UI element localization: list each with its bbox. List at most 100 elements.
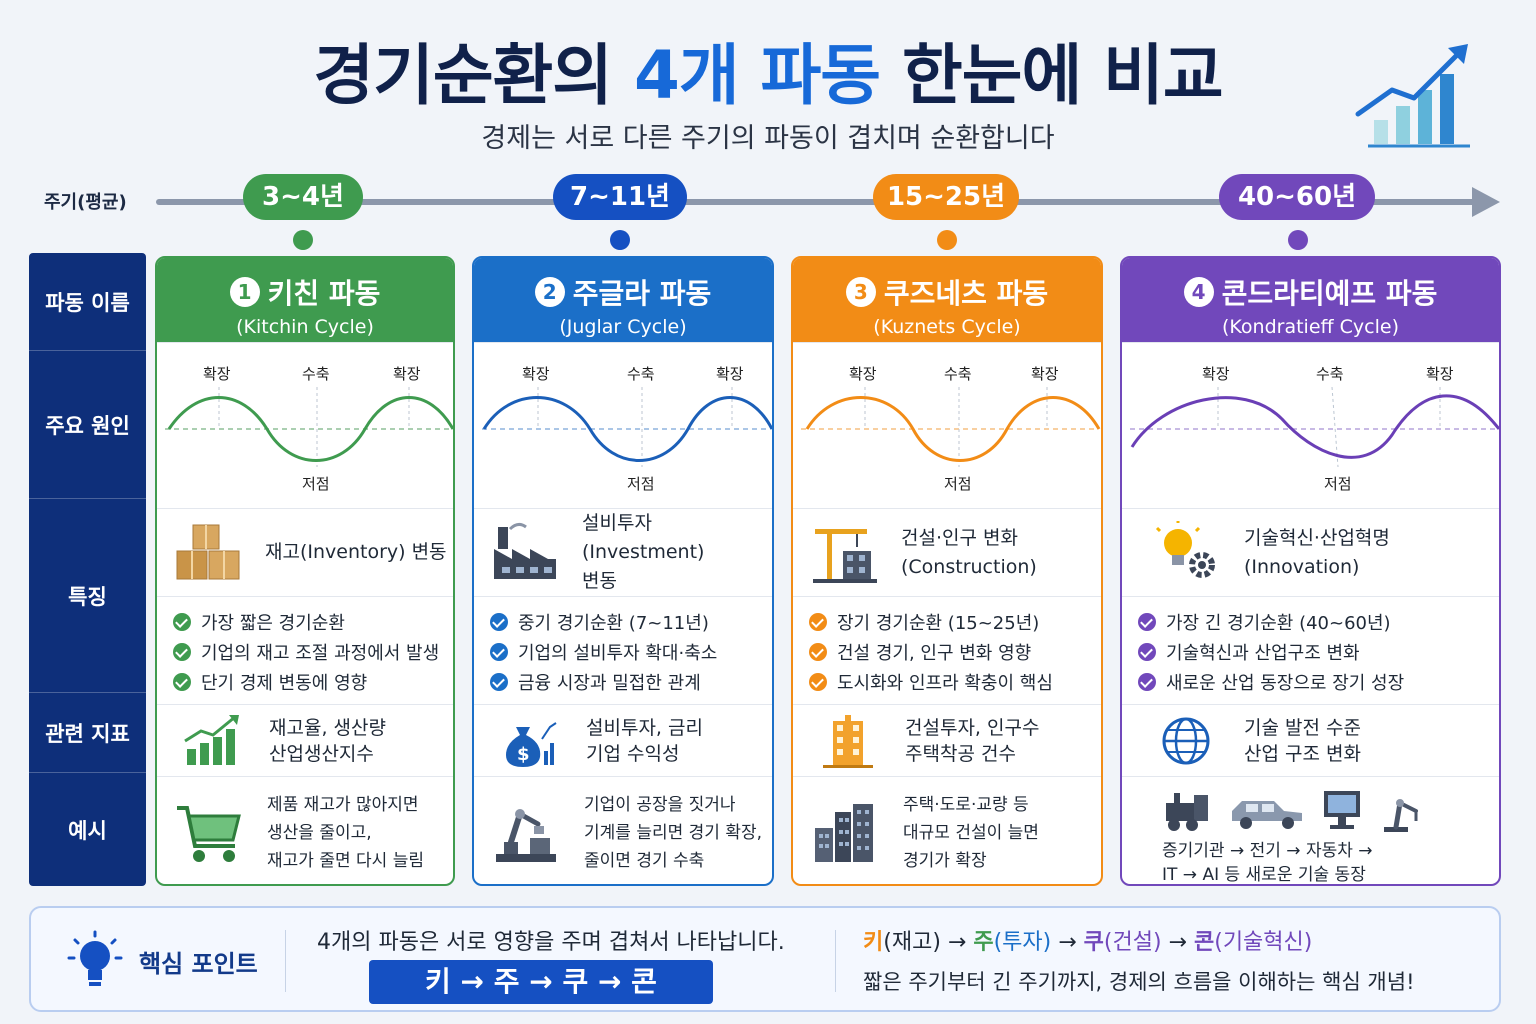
card-header: 1 키친 파동 (Kitchin Cycle)	[157, 258, 453, 342]
title-part: 한눈에 비교	[880, 37, 1224, 114]
page-title: 경기순환의 4개 파동 한눈에 비교	[0, 22, 1536, 118]
point-text: 새로운 산업 동장으로 장기 성장	[1166, 673, 1405, 694]
shopping-cart-icon	[177, 805, 241, 862]
title-part: 경기순환의	[313, 37, 634, 114]
check-icon	[1138, 613, 1156, 631]
wave-english-name: (Juglar Cycle)	[559, 316, 687, 338]
wave-english-name: (Kitchin Cycle)	[236, 316, 374, 338]
indicator-row: 기술 발전 수준 산업 구조 변화	[1122, 704, 1499, 776]
trough-label: 저점	[627, 475, 655, 493]
point-text: 가장 긴 경기순환 (40~60년)	[1166, 613, 1391, 634]
timeline-label: 주기(평균)	[44, 192, 127, 213]
list-item: 가장 긴 경기순환 (40~60년)	[1138, 607, 1499, 637]
card-juglar: 2 주글라 파동 (Juglar Cycle) 확장 수축 확장 저점 설비투자(…	[472, 256, 774, 886]
feature-text: 기술혁신·산업혁명	[1244, 526, 1390, 549]
legend-desc: (투자)	[993, 930, 1052, 955]
trough-label: 저점	[302, 475, 330, 493]
wave-diagram: 확장 수축 확장 저점	[1122, 342, 1499, 508]
period-pill-juglar: 7~11년	[553, 174, 687, 220]
number-badge: 1	[229, 277, 260, 307]
lightbulb-icon	[67, 930, 123, 986]
expansion-label: 확장	[1426, 365, 1454, 383]
contraction-label: 수축	[302, 365, 330, 383]
timeline-axis	[156, 199, 1476, 205]
check-icon	[809, 673, 827, 691]
legend-key: 주	[973, 930, 994, 955]
example-text: IT → AI 등 새로운 기술 동장	[1162, 865, 1366, 885]
arrow-icon: →	[1051, 930, 1084, 955]
boxes-icon	[176, 524, 240, 579]
feature-row: 기술혁신·산업혁명 (Innovation)	[1122, 508, 1499, 596]
card-header: 4 콘드라티예프 파동 (Kondratieff Cycle)	[1122, 258, 1499, 342]
key-points: 중기 경기순환 (7~11년) 기업의 설비투자 확대·축소 금융 시장과 밀접…	[474, 596, 772, 704]
indicator-text: 재고율, 생산량	[269, 716, 386, 739]
indicator-text: 산업 구조 변화	[1244, 742, 1361, 765]
example-text: 대규모 건설이 늘면	[903, 822, 1039, 843]
feature-text: 건설·인구 변화	[901, 526, 1018, 549]
row-label-name: 파동 이름	[29, 253, 146, 351]
check-icon	[1138, 643, 1156, 661]
key-point-message: 4개의 파동은 서로 영향을 주며 겹쳐서 나타납니다.	[317, 930, 785, 955]
expansion-label: 확장	[393, 365, 421, 383]
key-point-panel: 핵심 포인트 4개의 파동은 서로 영향을 주며 겹쳐서 나타납니다. 키 → …	[29, 906, 1501, 1012]
feature-text: 설비투자(Investment)	[582, 512, 705, 563]
indicator-text: 기업 수익성	[586, 742, 680, 765]
check-icon	[173, 613, 191, 631]
wave-name: 키친 파동	[267, 277, 381, 310]
trough-label: 저점	[1324, 475, 1352, 493]
page-subtitle: 경제는 서로 다른 주기의 파동이 겹치며 순환합니다	[481, 123, 1055, 154]
point-text: 장기 경기순환 (15~25년)	[837, 613, 1040, 634]
arrow-icon: →	[1161, 930, 1194, 955]
wave-english-name: (Kondratieff Cycle)	[1222, 316, 1399, 338]
svg-text:$: $	[517, 744, 530, 765]
point-text: 금융 시장과 밀접한 관계	[518, 673, 701, 694]
indicator-text: 건설투자, 인구수	[905, 716, 1040, 739]
point-text: 도시화와 인프라 확충이 핵심	[837, 673, 1053, 694]
check-icon	[490, 673, 508, 691]
contraction-label: 수축	[627, 365, 655, 383]
check-icon	[173, 643, 191, 661]
example-row: 기업이 공장을 짓거나 기계를 늘리면 경기 확장, 줄이면 경기 수축	[474, 776, 772, 884]
list-item: 금융 시장과 밀접한 관계	[490, 667, 772, 697]
example-text: 경기가 확장	[903, 850, 987, 871]
factory-icon	[494, 522, 556, 579]
wave-name: 쿠즈네츠 파동	[883, 277, 1049, 310]
point-text: 중기 경기순환 (7~11년)	[518, 613, 709, 634]
check-icon	[173, 673, 191, 691]
example-text: 주택·도로·교량 등	[903, 794, 1029, 815]
number-badge: 3	[845, 277, 876, 307]
example-text: 기계를 늘리면 경기 확장,	[584, 822, 763, 843]
feature-text: (Construction)	[901, 555, 1037, 578]
contraction-label: 수축	[1316, 365, 1344, 383]
apartment-icon	[823, 714, 873, 768]
number-badge: 4	[1183, 277, 1214, 307]
point-text: 가장 짧은 경기순환	[201, 613, 345, 634]
feature-row: 건설·인구 변화 (Construction)	[793, 508, 1101, 596]
wave-name: 콘드라티예프 파동	[1221, 277, 1438, 310]
key-point-summary: 짧은 주기부터 긴 주기까지, 경제의 흐름을 이해하는 핵심 개념!	[863, 970, 1415, 994]
legend-key: 콘	[1193, 930, 1215, 955]
indicator-text: 주택착공 건수	[905, 742, 1016, 765]
wave-english-name: (Kuznets Cycle)	[873, 316, 1021, 338]
mnemonic-legend: 키(재고) → 주(투자) → 쿠(건설) → 콘(기술혁신)	[863, 924, 1312, 956]
example-text: 제품 재고가 많아지면	[267, 794, 419, 815]
expansion-label: 확장	[1202, 365, 1230, 383]
period-pill-kuznets: 15~25년	[873, 174, 1019, 220]
indicator-text: 설비투자, 금리	[586, 716, 703, 739]
check-icon	[490, 643, 508, 661]
indicator-text: 산업생산지수	[269, 742, 374, 765]
money-bag-chart-icon: $	[506, 721, 557, 767]
tech-evolution-icons	[1166, 791, 1418, 832]
feature-row: 설비투자(Investment) 변동	[474, 508, 772, 596]
expansion-label: 확장	[203, 365, 231, 383]
list-item: 기업의 재고 조절 과정에서 발생	[173, 637, 453, 667]
wave-diagram: 확장 수축 확장 저점	[793, 342, 1101, 508]
car-icon	[1232, 801, 1302, 829]
point-text: 단기 경제 변동에 영향	[201, 673, 368, 694]
key-points: 가장 긴 경기순환 (40~60년) 기술혁신과 산업구조 변화 새로운 산업 …	[1122, 596, 1499, 704]
example-text: 증기기관 → 전기 → 자동차 →	[1162, 841, 1373, 861]
example-text-block: 증기기관 → 전기 → 자동차 → IT → AI 등 새로운 기술 동장	[1162, 839, 1373, 885]
